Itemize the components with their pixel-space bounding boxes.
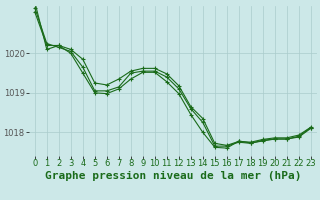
X-axis label: Graphe pression niveau de la mer (hPa): Graphe pression niveau de la mer (hPa)	[44, 171, 301, 181]
